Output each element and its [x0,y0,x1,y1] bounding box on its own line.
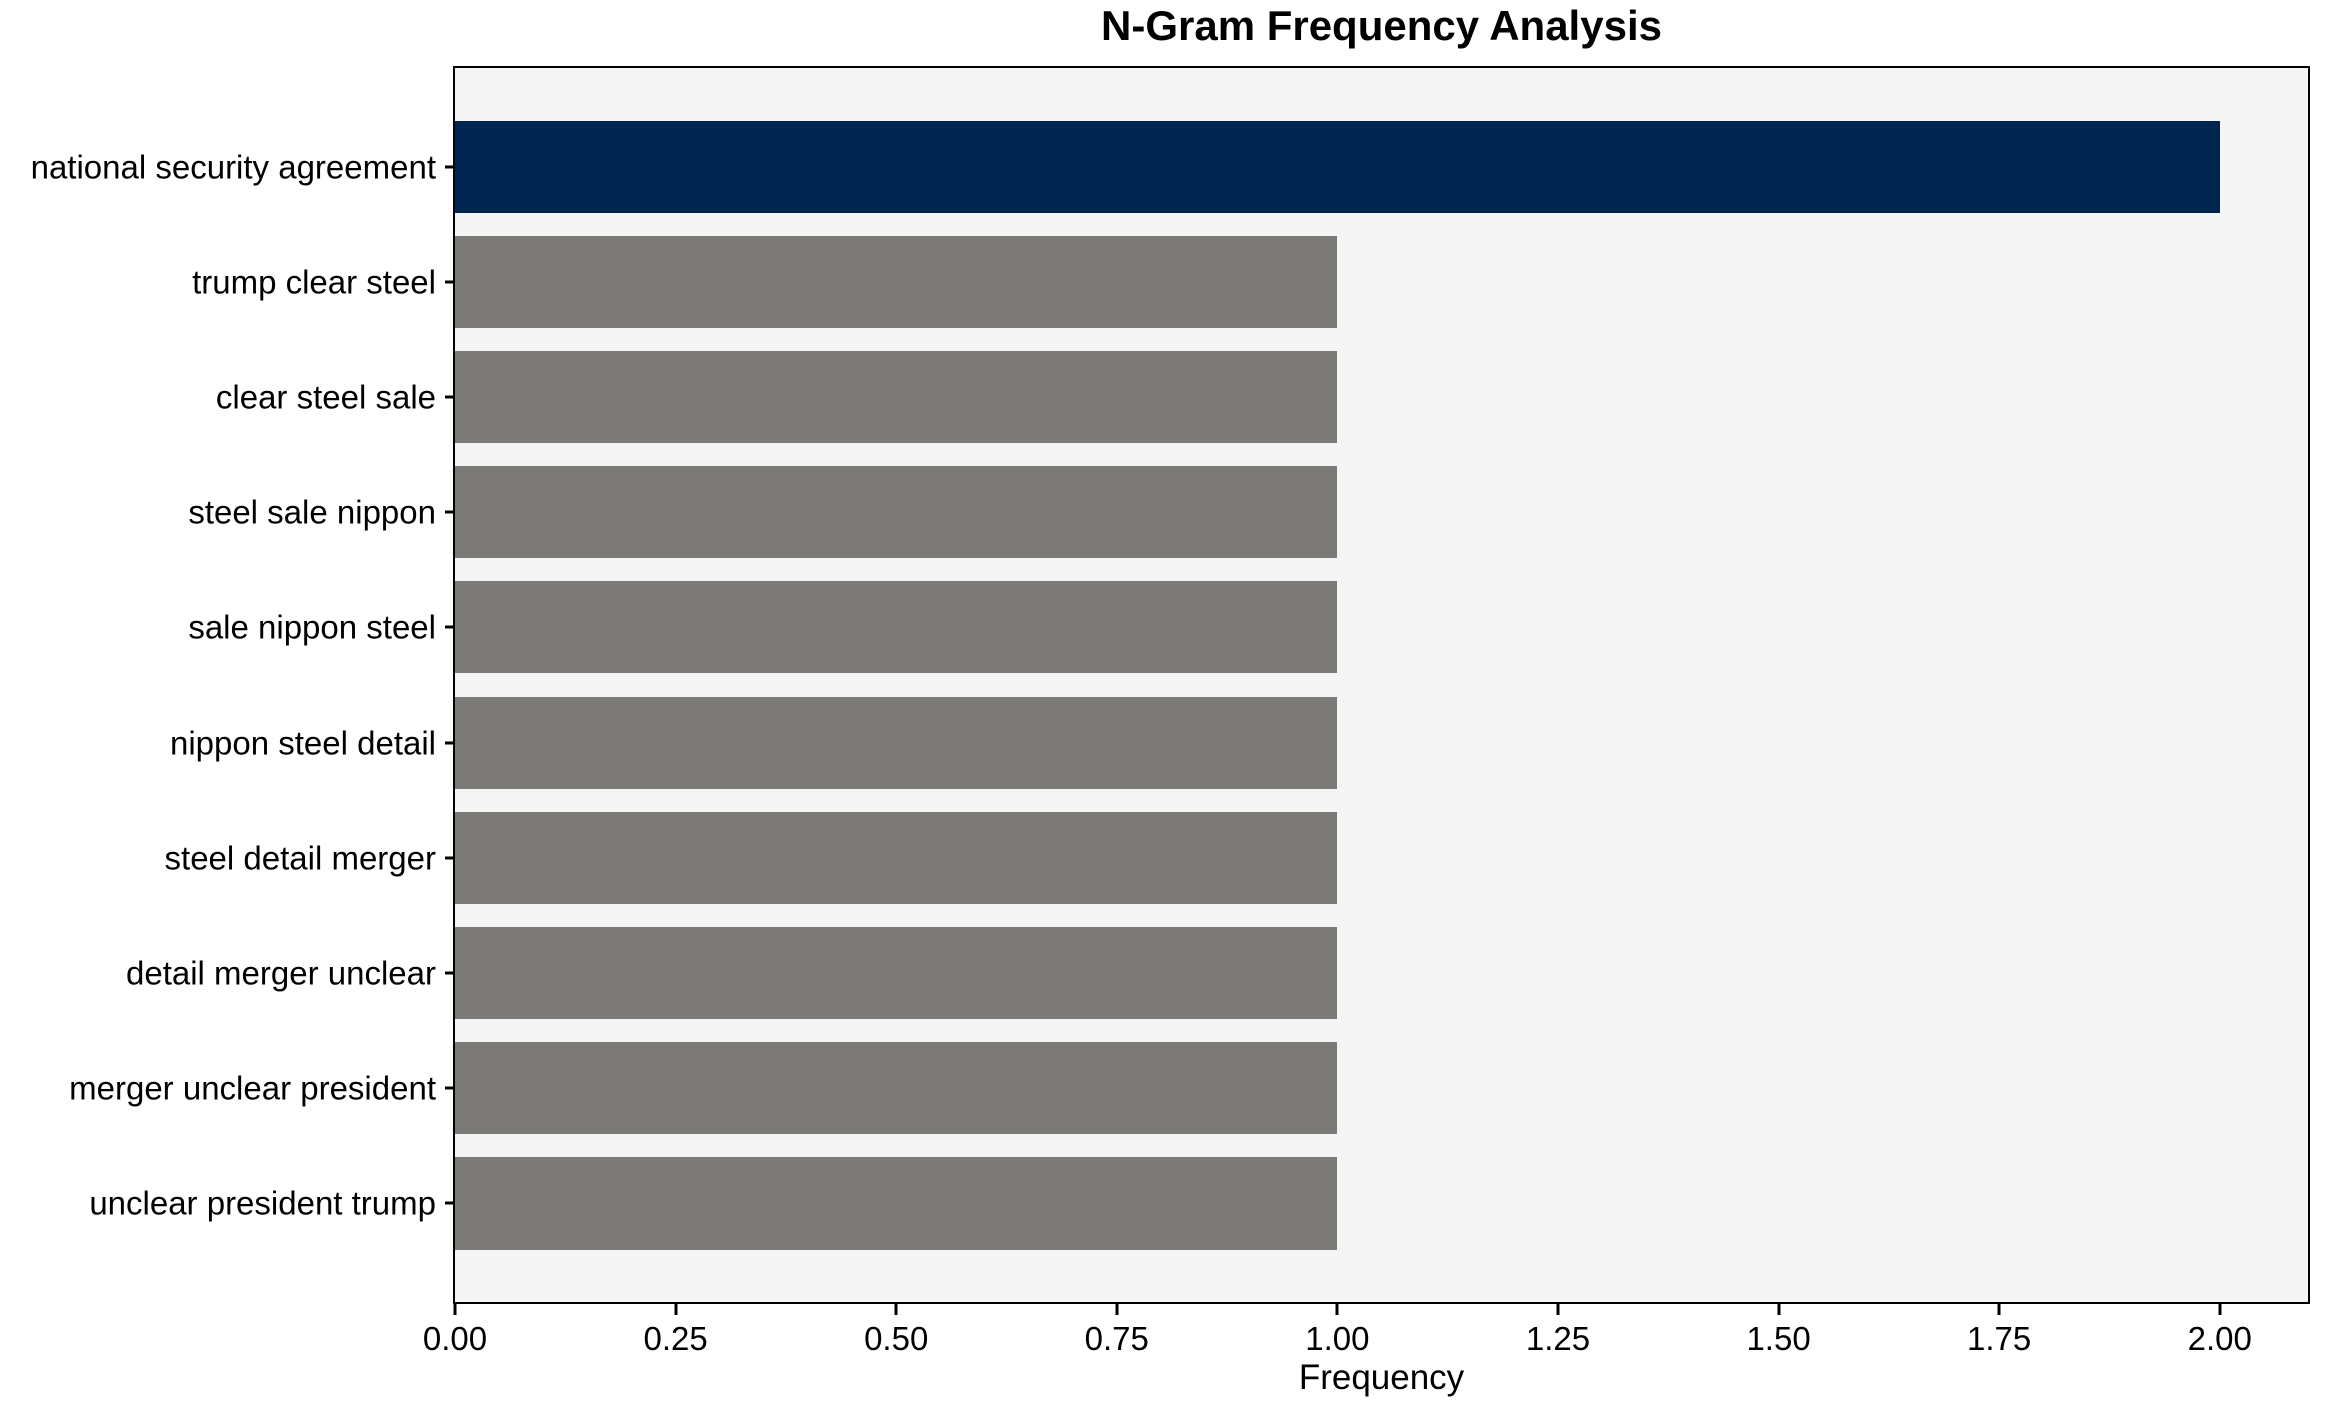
y-tick-mark [445,971,455,975]
x-tick-mark [1997,1304,2001,1315]
x-tick-mark [894,1304,898,1315]
bar-row: steel detail merger [165,800,2308,915]
y-axis-tick-label: nippon steel detail [169,724,436,762]
x-tick-mark [2218,1304,2222,1315]
x-tick-mark [1335,1304,1339,1315]
x-axis-tick-label: 1.50 [1746,1320,1811,1357]
y-axis-tick-label: steel sale nippon [188,493,436,531]
bar [455,581,1338,674]
y-tick-mark [445,625,455,629]
bar [455,1042,1338,1135]
bar [455,120,2220,213]
bar [455,926,1338,1020]
bar-row: sale nippon steel [188,570,2308,685]
y-axis-tick-label: sale nippon steel [188,608,436,646]
x-axis-tick-label: 0.25 [643,1320,708,1357]
bar [455,235,1338,328]
bar-row: clear steel sale [216,339,2308,454]
bar [455,1157,1338,1250]
x-tick-mark [1556,1304,1560,1315]
y-axis-tick-label: unclear president trump [89,1184,436,1222]
x-axis-tick-label: 1.25 [1525,1320,1591,1357]
x-tick-mark [1115,1304,1119,1315]
bar-row: national security agreement [31,109,2308,224]
bar-row: nippon steel detail [170,685,2308,800]
bar-row: merger unclear president [69,1031,2308,1146]
x-tick-mark [674,1304,678,1315]
y-tick-mark [445,1086,455,1090]
bar-row: detail merger unclear [126,915,2308,1030]
bar [455,811,1338,904]
bar [455,696,1338,789]
x-axis-tick-label: 0.00 [422,1320,488,1357]
y-tick-mark [445,395,455,399]
y-tick-mark [445,741,455,745]
x-axis-tick-label: 1.00 [1305,1320,1370,1357]
bars-area: national security agreement trump clear s… [31,109,2308,1261]
chart-title: N-Gram Frequency Analysis [1101,2,1662,49]
bar [455,466,1338,559]
y-axis-tick-label: national security agreement [30,148,436,186]
y-tick-mark [445,856,455,860]
y-axis-tick-label: clear steel sale [215,378,436,416]
plot-area: national security agreement trump clear s… [31,66,2310,1355]
bar-row: trump clear steel [192,224,2308,339]
x-axis-tick-label: 2.00 [2187,1320,2252,1357]
x-axis-tick-label: 0.50 [864,1320,929,1357]
x-tick-mark [1777,1304,1781,1315]
y-axis-tick-label: trump clear steel [192,263,436,301]
y-axis-tick-label: merger unclear president [69,1069,436,1107]
y-axis-tick-label: detail merger unclear [126,954,436,992]
bar [455,350,1338,444]
y-axis-tick-label: steel detail merger [164,839,436,877]
bar-row: unclear president trump [89,1146,2308,1261]
bar-row: steel sale nippon [188,455,2308,570]
x-axis-label: Frequency [1298,1358,1465,1397]
y-tick-mark [445,280,455,284]
y-tick-mark [445,165,455,169]
x-axis-tick-label: 1.75 [1967,1320,2032,1357]
y-tick-mark [445,510,455,514]
y-tick-mark [445,1201,455,1205]
x-tick-mark [453,1304,457,1315]
x-axis-tick-label: 0.75 [1084,1320,1149,1357]
